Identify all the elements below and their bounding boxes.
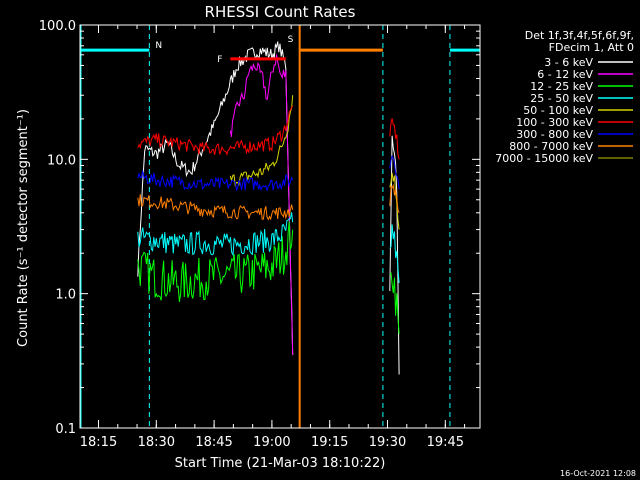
y-tick-label: 100.0 <box>39 19 76 34</box>
x-axis-label: Start Time (21-Mar-03 18:10:22) <box>175 456 386 471</box>
axis-layer: 18:15 18:30 18:45 19:00 19:15 19:30 19:45 0.1 1.… <box>39 19 480 450</box>
legend-entry-label: 6 - 12 keV <box>537 68 593 81</box>
legend-entry-label: 300 - 800 keV <box>516 128 593 141</box>
series-line-100-to-300kev <box>137 105 294 156</box>
saa-label: S <box>288 35 294 45</box>
y-tick-label: 1.0 <box>55 288 76 303</box>
series-line-100-to-300kev <box>389 118 400 160</box>
series-line-25-to-50kev <box>137 212 294 257</box>
timestamp-footer: 16-Oct-2021 12:08 <box>560 469 636 478</box>
legend-entry-label: 800 - 7000 keV <box>509 140 593 153</box>
x-tick-label: 18:15 <box>80 435 117 450</box>
legend-entry-label: 100 - 300 keV <box>516 116 593 129</box>
y-axis-label: Count Rate (s⁻¹ detector segment⁻¹) <box>16 109 31 347</box>
x-tick-label: 19:30 <box>369 435 406 450</box>
legend: Det 1f,3f,4f,5f,6f,9f,FDecim 1, Att 0 3 -… <box>495 29 634 165</box>
night-label: N <box>155 41 162 51</box>
chart-title: RHESSI Count Rates <box>205 3 356 21</box>
series-line-800-to-7000kev <box>137 194 294 221</box>
y-tick-label: 10.0 <box>47 153 76 168</box>
x-tick-label: 19:00 <box>253 435 290 450</box>
series-line-50-to-100kev <box>229 95 294 188</box>
x-tick-label: 19:15 <box>311 435 348 450</box>
annotation-layer: NS <box>80 25 480 428</box>
series-line-6-to-12kev <box>229 54 294 355</box>
x-tick-label: 18:30 <box>138 435 175 450</box>
series-layer: F <box>137 41 400 375</box>
legend-header-line: FDecim 1, Att 0 <box>549 41 634 54</box>
series-line-300-to-800kev <box>137 170 294 192</box>
series-line-300-to-800kev <box>389 155 400 190</box>
legend-entry-label: 50 - 100 keV <box>523 104 593 117</box>
series-line-25-to-50kev <box>389 224 400 284</box>
legend-entry-label: 25 - 50 keV <box>530 92 593 105</box>
series-line-800-to-7000kev <box>389 183 400 213</box>
x-tick-label: 19:45 <box>427 435 464 450</box>
series-line-12-to-25kev <box>137 221 294 302</box>
legend-header-line: Det 1f,3f,4f,5f,6f,9f, <box>525 29 634 42</box>
flare-label: F <box>217 55 222 65</box>
legend-entry-label: 12 - 25 keV <box>530 80 593 93</box>
series-line-50-to-100kev <box>389 172 400 230</box>
legend-entry-label: 7000 - 15000 keV <box>495 152 593 165</box>
series-line-3-to-6kev <box>137 41 294 355</box>
series-line-12-to-25kev <box>389 272 400 335</box>
legend-entry-label: 3 - 6 keV <box>544 56 593 69</box>
y-tick-label: 0.1 <box>55 422 76 437</box>
x-tick-label: 18:45 <box>195 435 232 450</box>
plot-frame <box>79 24 481 429</box>
